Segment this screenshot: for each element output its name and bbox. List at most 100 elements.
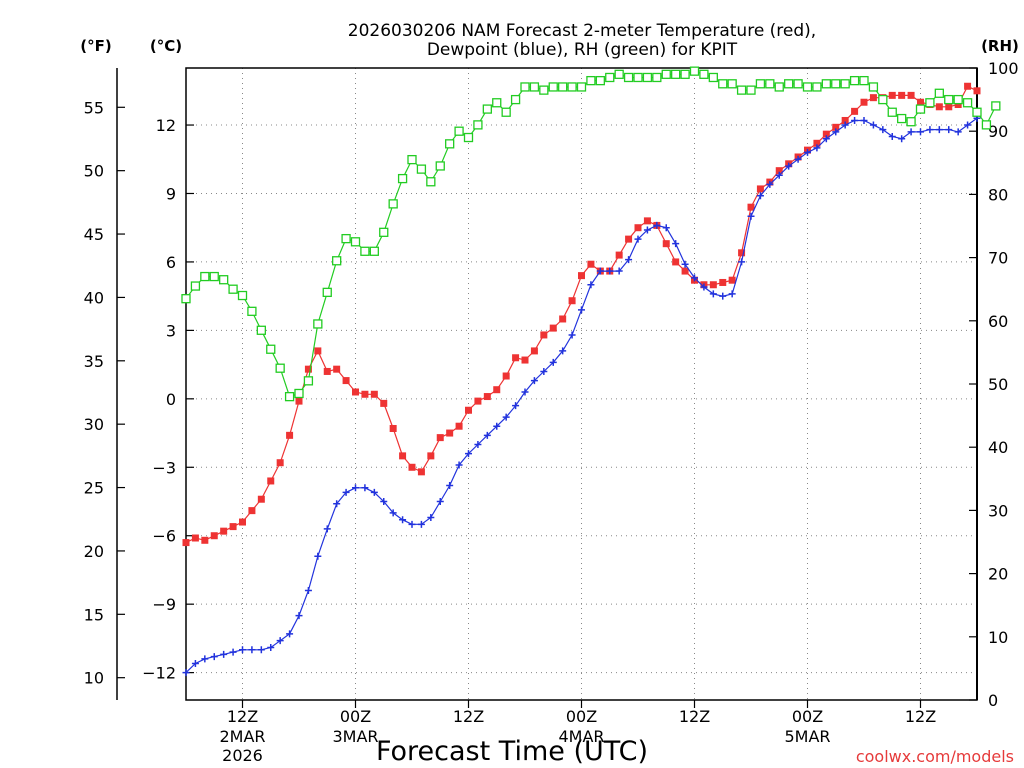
temperature-point — [276, 459, 284, 467]
temperature-point — [662, 240, 670, 248]
dewpoint-point — [210, 653, 218, 661]
rh-point — [397, 173, 408, 184]
rh-point — [322, 287, 332, 298]
temperature-point — [483, 393, 491, 401]
rh-point — [727, 79, 737, 89]
temperature-point — [455, 422, 463, 430]
dewpoint-point — [945, 126, 953, 134]
temperature-point — [935, 103, 943, 111]
temperature-point — [738, 249, 746, 257]
dewpoint-point — [926, 126, 934, 134]
c-tick-label: −12 — [142, 664, 176, 683]
temperature-point — [286, 431, 294, 439]
rh-point — [755, 79, 766, 89]
rh-point — [275, 363, 285, 373]
rh-point — [718, 79, 728, 89]
dewpoint-point — [898, 135, 906, 143]
x-tick-time: 12Z — [453, 707, 484, 726]
dewpoint-point — [662, 224, 670, 232]
dewpoint-point — [634, 235, 642, 243]
series-line — [185, 117, 978, 674]
dewpoint-point — [380, 498, 388, 506]
rh-point — [558, 82, 568, 92]
dewpoint-point — [728, 290, 736, 298]
dewpoint-point — [709, 290, 717, 298]
rh-point — [294, 388, 304, 399]
dewpoint-point — [766, 180, 774, 188]
rh-point — [454, 126, 464, 136]
rh-tick-label: 10 — [988, 628, 1008, 647]
rh-point — [605, 72, 615, 83]
temperature-point — [361, 390, 369, 398]
f-tick-label: 35 — [84, 352, 104, 371]
temperature-point — [709, 281, 717, 289]
temperature-point — [446, 429, 454, 437]
rh-point — [849, 75, 860, 86]
dewpoint-point — [615, 267, 623, 275]
dewpoint-point — [794, 155, 802, 163]
dewpoint-point — [304, 586, 312, 594]
temperature-point — [474, 397, 482, 405]
temperature-point — [229, 523, 237, 531]
dewpoint-point — [832, 128, 840, 136]
x-tick-time: 12Z — [227, 707, 258, 726]
rh-point — [765, 79, 775, 89]
x-axis-title: Forecast Time (UTC) — [376, 736, 648, 767]
rh-point — [501, 107, 511, 117]
celsius-axis-label: (°C) — [150, 37, 182, 55]
dewpoint-point — [352, 484, 359, 492]
c-tick-label: 9 — [166, 184, 176, 203]
rh-point — [237, 290, 248, 301]
rh-tick-label: 40 — [988, 438, 1008, 457]
x-tick-date: 4MAR — [558, 727, 604, 746]
temperature-point — [615, 251, 623, 259]
temperature-point — [182, 539, 190, 547]
dewpoint-point — [483, 431, 491, 439]
rh-point — [473, 120, 483, 130]
rh-point — [586, 75, 596, 86]
dewpoint-point — [691, 274, 698, 282]
dewpoint-point — [342, 488, 350, 496]
dewpoint-point — [587, 281, 595, 289]
rh-tick-label: 100 — [988, 59, 1019, 78]
dewpoint-point — [672, 240, 680, 248]
rh-point — [652, 72, 662, 83]
dewpoint-point — [907, 128, 915, 136]
dewpoint-point — [295, 612, 303, 620]
rh-point — [256, 325, 266, 335]
rh-point — [887, 107, 897, 117]
dewpoint-point — [860, 116, 868, 124]
rh-point — [266, 344, 276, 354]
dewpoint-point — [220, 650, 228, 658]
dewpoint-point — [361, 484, 369, 492]
temperature-point — [191, 534, 199, 542]
dewpoint-point — [191, 659, 199, 667]
temperature-point — [578, 272, 585, 280]
dewpoint-point — [841, 121, 849, 129]
f-tick-label: 55 — [84, 98, 104, 117]
dewpoint-point — [389, 509, 397, 517]
rh-point — [303, 376, 314, 386]
x-tick-time: 00Z — [340, 707, 371, 726]
temperature-point — [201, 536, 209, 544]
rh-point — [840, 79, 850, 89]
temperature-point — [559, 315, 567, 323]
rh-point — [369, 246, 379, 256]
temperature-point — [239, 518, 246, 526]
rh-point — [379, 227, 389, 237]
dewpoint-point — [879, 126, 887, 134]
rh-point — [463, 132, 474, 143]
dewpoint-point — [182, 669, 190, 677]
temperature-point — [869, 94, 877, 102]
rh-point — [633, 72, 643, 83]
dewpoint-point — [276, 637, 284, 645]
rh-point — [962, 98, 973, 108]
dewpoint-point — [813, 144, 821, 152]
dewpoint-point — [436, 498, 444, 506]
rh-point — [209, 271, 219, 282]
temperature-point — [502, 372, 510, 380]
temperature-point — [521, 356, 529, 364]
rh-point — [671, 69, 681, 79]
temperature-point — [587, 260, 595, 268]
